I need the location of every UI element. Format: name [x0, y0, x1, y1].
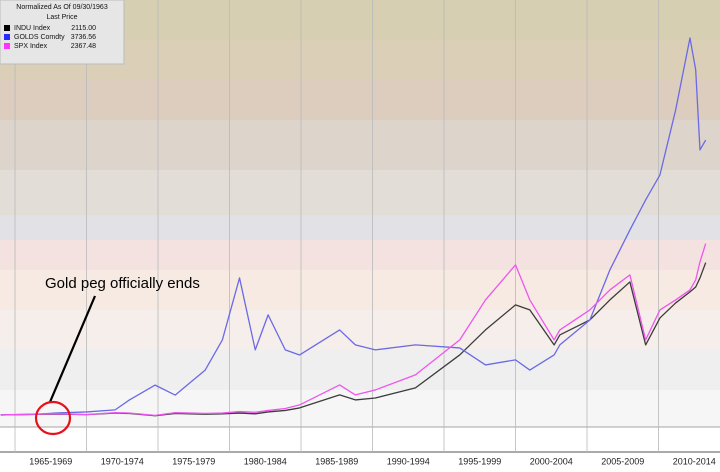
x-tick-label: 2005-2009 [601, 456, 644, 466]
legend-box [0, 0, 125, 65]
x-tick-label: 1965-1969 [29, 456, 72, 466]
legend-subtitle: Last Price [46, 14, 77, 21]
series-line [0, 243, 707, 416]
annotation: Gold peg officially ends [34, 275, 200, 436]
legend-swatch [4, 25, 10, 31]
legend-title: Normalized As Of 09/30/1963 [16, 4, 108, 11]
x-tick-label: 1985-1989 [315, 456, 358, 466]
x-tick-label: 1970-1974 [101, 456, 144, 466]
legend-label: INDU Index [14, 25, 51, 32]
x-tick-label: 1975-1979 [172, 456, 215, 466]
grid [14, 0, 659, 452]
legend-label: SPX Index [14, 43, 48, 50]
legend-label: GOLDS Comdty [14, 34, 65, 41]
x-tick-label: 2000-2004 [530, 456, 573, 466]
legend-swatch [4, 34, 10, 40]
legend: Normalized As Of 09/30/1963 Last Price I… [0, 0, 125, 65]
legend-value: 2367.48 [71, 43, 96, 50]
legend-items: INDU Index 2115.00 GOLDS Comdty 3736.56 SPX … [4, 25, 96, 50]
annotation-arrow [48, 295, 97, 403]
background-bands [0, 0, 720, 453]
legend-swatch [4, 43, 10, 49]
legend-value: 3736.56 [71, 34, 96, 41]
x-axis: 9641965-19691970-19741975-19791980-19841… [29, 456, 716, 466]
x-tick-label: 1990-1994 [387, 456, 430, 466]
series-line [0, 37, 707, 416]
annotation-circle [34, 400, 72, 436]
annotation-text: Gold peg officially ends [45, 275, 200, 292]
x-tick-label: 1980-1984 [244, 456, 287, 466]
legend-value: 2115.00 [71, 25, 96, 32]
x-tick-label: 1995-1999 [458, 456, 501, 466]
x-tick-label: 2010-2014 [673, 456, 716, 466]
lines [0, 37, 707, 417]
